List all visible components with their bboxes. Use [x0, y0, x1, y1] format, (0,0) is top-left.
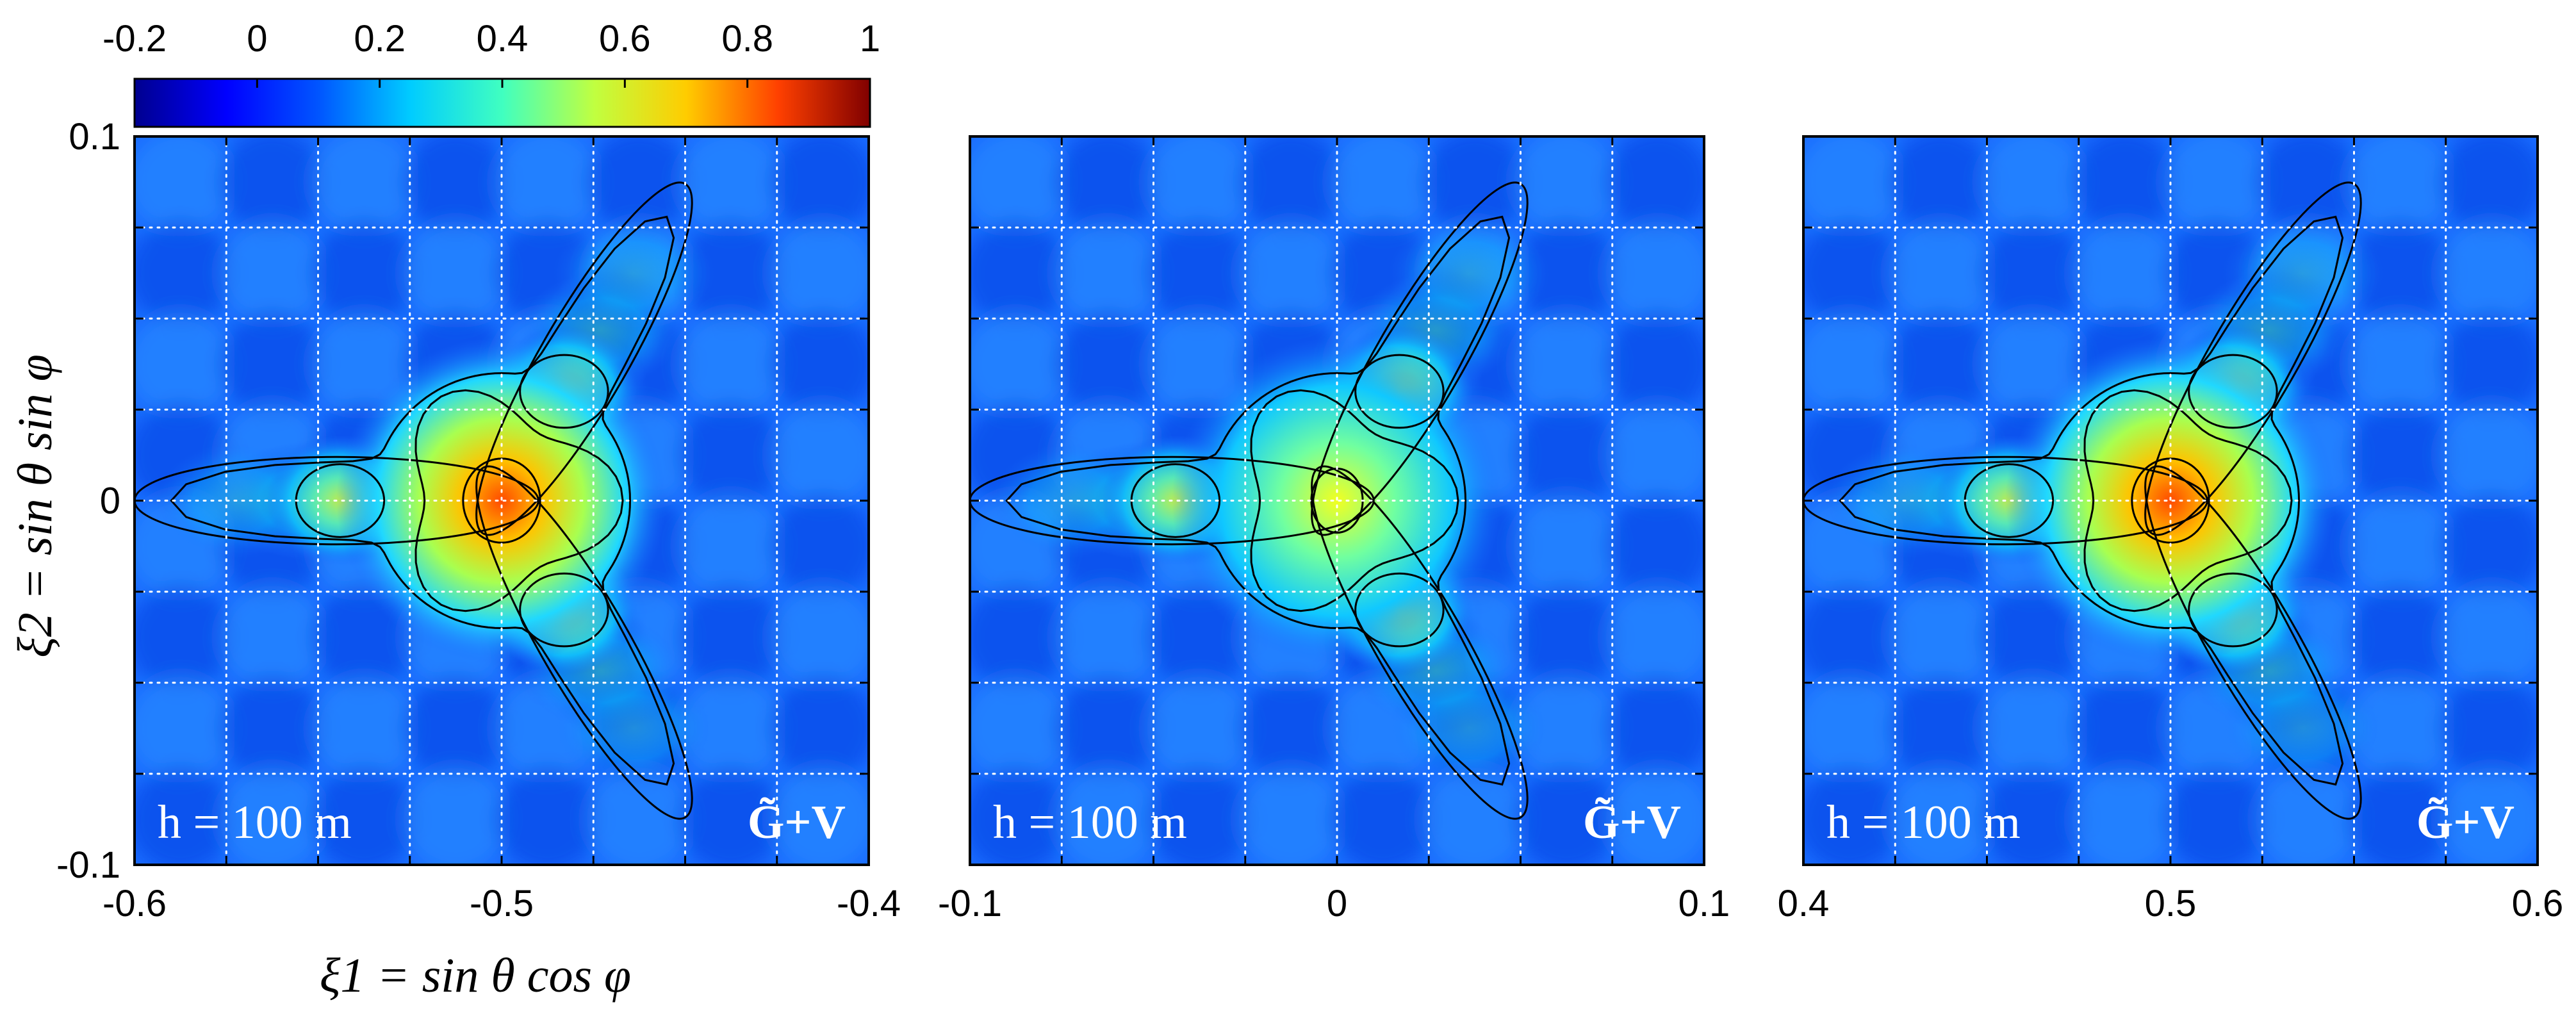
panel-3: 0.4 0.5 0.6 h = 100 m G̃+V — [1778, 135, 2564, 924]
contour-line — [475, 465, 693, 820]
x-tick-label: 0.1 — [1678, 883, 1730, 924]
colorbar-tick-label: 0.4 — [477, 18, 529, 60]
contour-line — [1839, 215, 2344, 786]
contour-line — [414, 389, 624, 612]
grid — [135, 136, 869, 865]
annotation-height: h = 100 m — [1826, 796, 2021, 849]
heatmap-peak — [336, 336, 667, 665]
heatmap-field — [135, 136, 869, 865]
y-tick-label: -0.1 — [56, 844, 120, 886]
contour-line — [1005, 215, 1511, 786]
annotation-operator: G̃+V — [1583, 796, 1681, 849]
colorbar-tick-label: 0.8 — [721, 18, 773, 60]
x-tick-label: 0.4 — [1778, 883, 1830, 924]
panel-1: -0.6 -0.5 -0.4 0.1 0 -0.1 h = 100 m G̃+V — [56, 116, 901, 924]
colorbar-tick-label: -0.2 — [103, 18, 167, 60]
heatmap-field — [970, 136, 1704, 865]
colorbar-tick-label: 1 — [860, 18, 880, 60]
annotation-height: h = 100 m — [158, 796, 352, 849]
contour-line — [519, 572, 609, 648]
annotation-height: h = 100 m — [993, 796, 1187, 849]
tick-marks — [133, 135, 870, 866]
tick-marks — [969, 135, 1705, 866]
x-tick-label: 0 — [1327, 883, 1347, 924]
contours — [135, 181, 693, 820]
annotation-operator: G̃+V — [2416, 796, 2514, 849]
x-tick-label: -0.5 — [470, 883, 534, 924]
annotation-operator: G̃+V — [748, 796, 846, 849]
contour-line — [519, 354, 609, 429]
x-axis-label: ξ1 = sin θ cos φ — [320, 949, 631, 1003]
contour-line — [1250, 389, 1459, 612]
contour-line — [1354, 354, 1445, 429]
x-tick-label: -0.4 — [837, 883, 901, 924]
grid — [1803, 136, 2538, 865]
x-tick-label: 0.5 — [2145, 883, 2197, 924]
contour-line — [1803, 455, 2208, 546]
panels: -0.6 -0.5 -0.4 0.1 0 -0.1 h = 100 m G̃+V -0.1 0 0.… — [56, 116, 2563, 924]
contour-line — [2083, 389, 2293, 612]
y-axis-label: ξ2 = sin θ sin φ — [8, 354, 62, 658]
contour-line — [2188, 354, 2278, 429]
colorbar-tick-label: 0.2 — [354, 18, 406, 60]
x-tick-label: -0.1 — [938, 883, 1002, 924]
contour-line — [170, 215, 675, 786]
y-tick-label: 0 — [100, 480, 120, 522]
x-tick-label: -0.6 — [103, 883, 167, 924]
x-tick-label: 0.6 — [2512, 883, 2564, 924]
colorbar-tick-label: 0.6 — [599, 18, 651, 60]
tick-marks — [1802, 135, 2539, 866]
colorbar-tick-label: 0 — [247, 18, 267, 60]
contour-line — [2144, 465, 2362, 820]
contour-line — [2188, 572, 2278, 648]
colorbar-ticks: -0.2 0 0.2 0.4 0.6 0.8 1 — [103, 18, 880, 88]
contour-line — [1354, 572, 1445, 648]
heatmap-field — [1803, 136, 2538, 865]
colorbar: -0.2 0 0.2 0.4 0.6 0.8 1 — [103, 18, 880, 128]
grid — [970, 136, 1704, 865]
y-tick-label: 0.1 — [69, 116, 120, 158]
contour-line — [1311, 465, 1529, 820]
panel-2: -0.1 0 0.1 h = 100 m G̃+V — [938, 135, 1730, 924]
